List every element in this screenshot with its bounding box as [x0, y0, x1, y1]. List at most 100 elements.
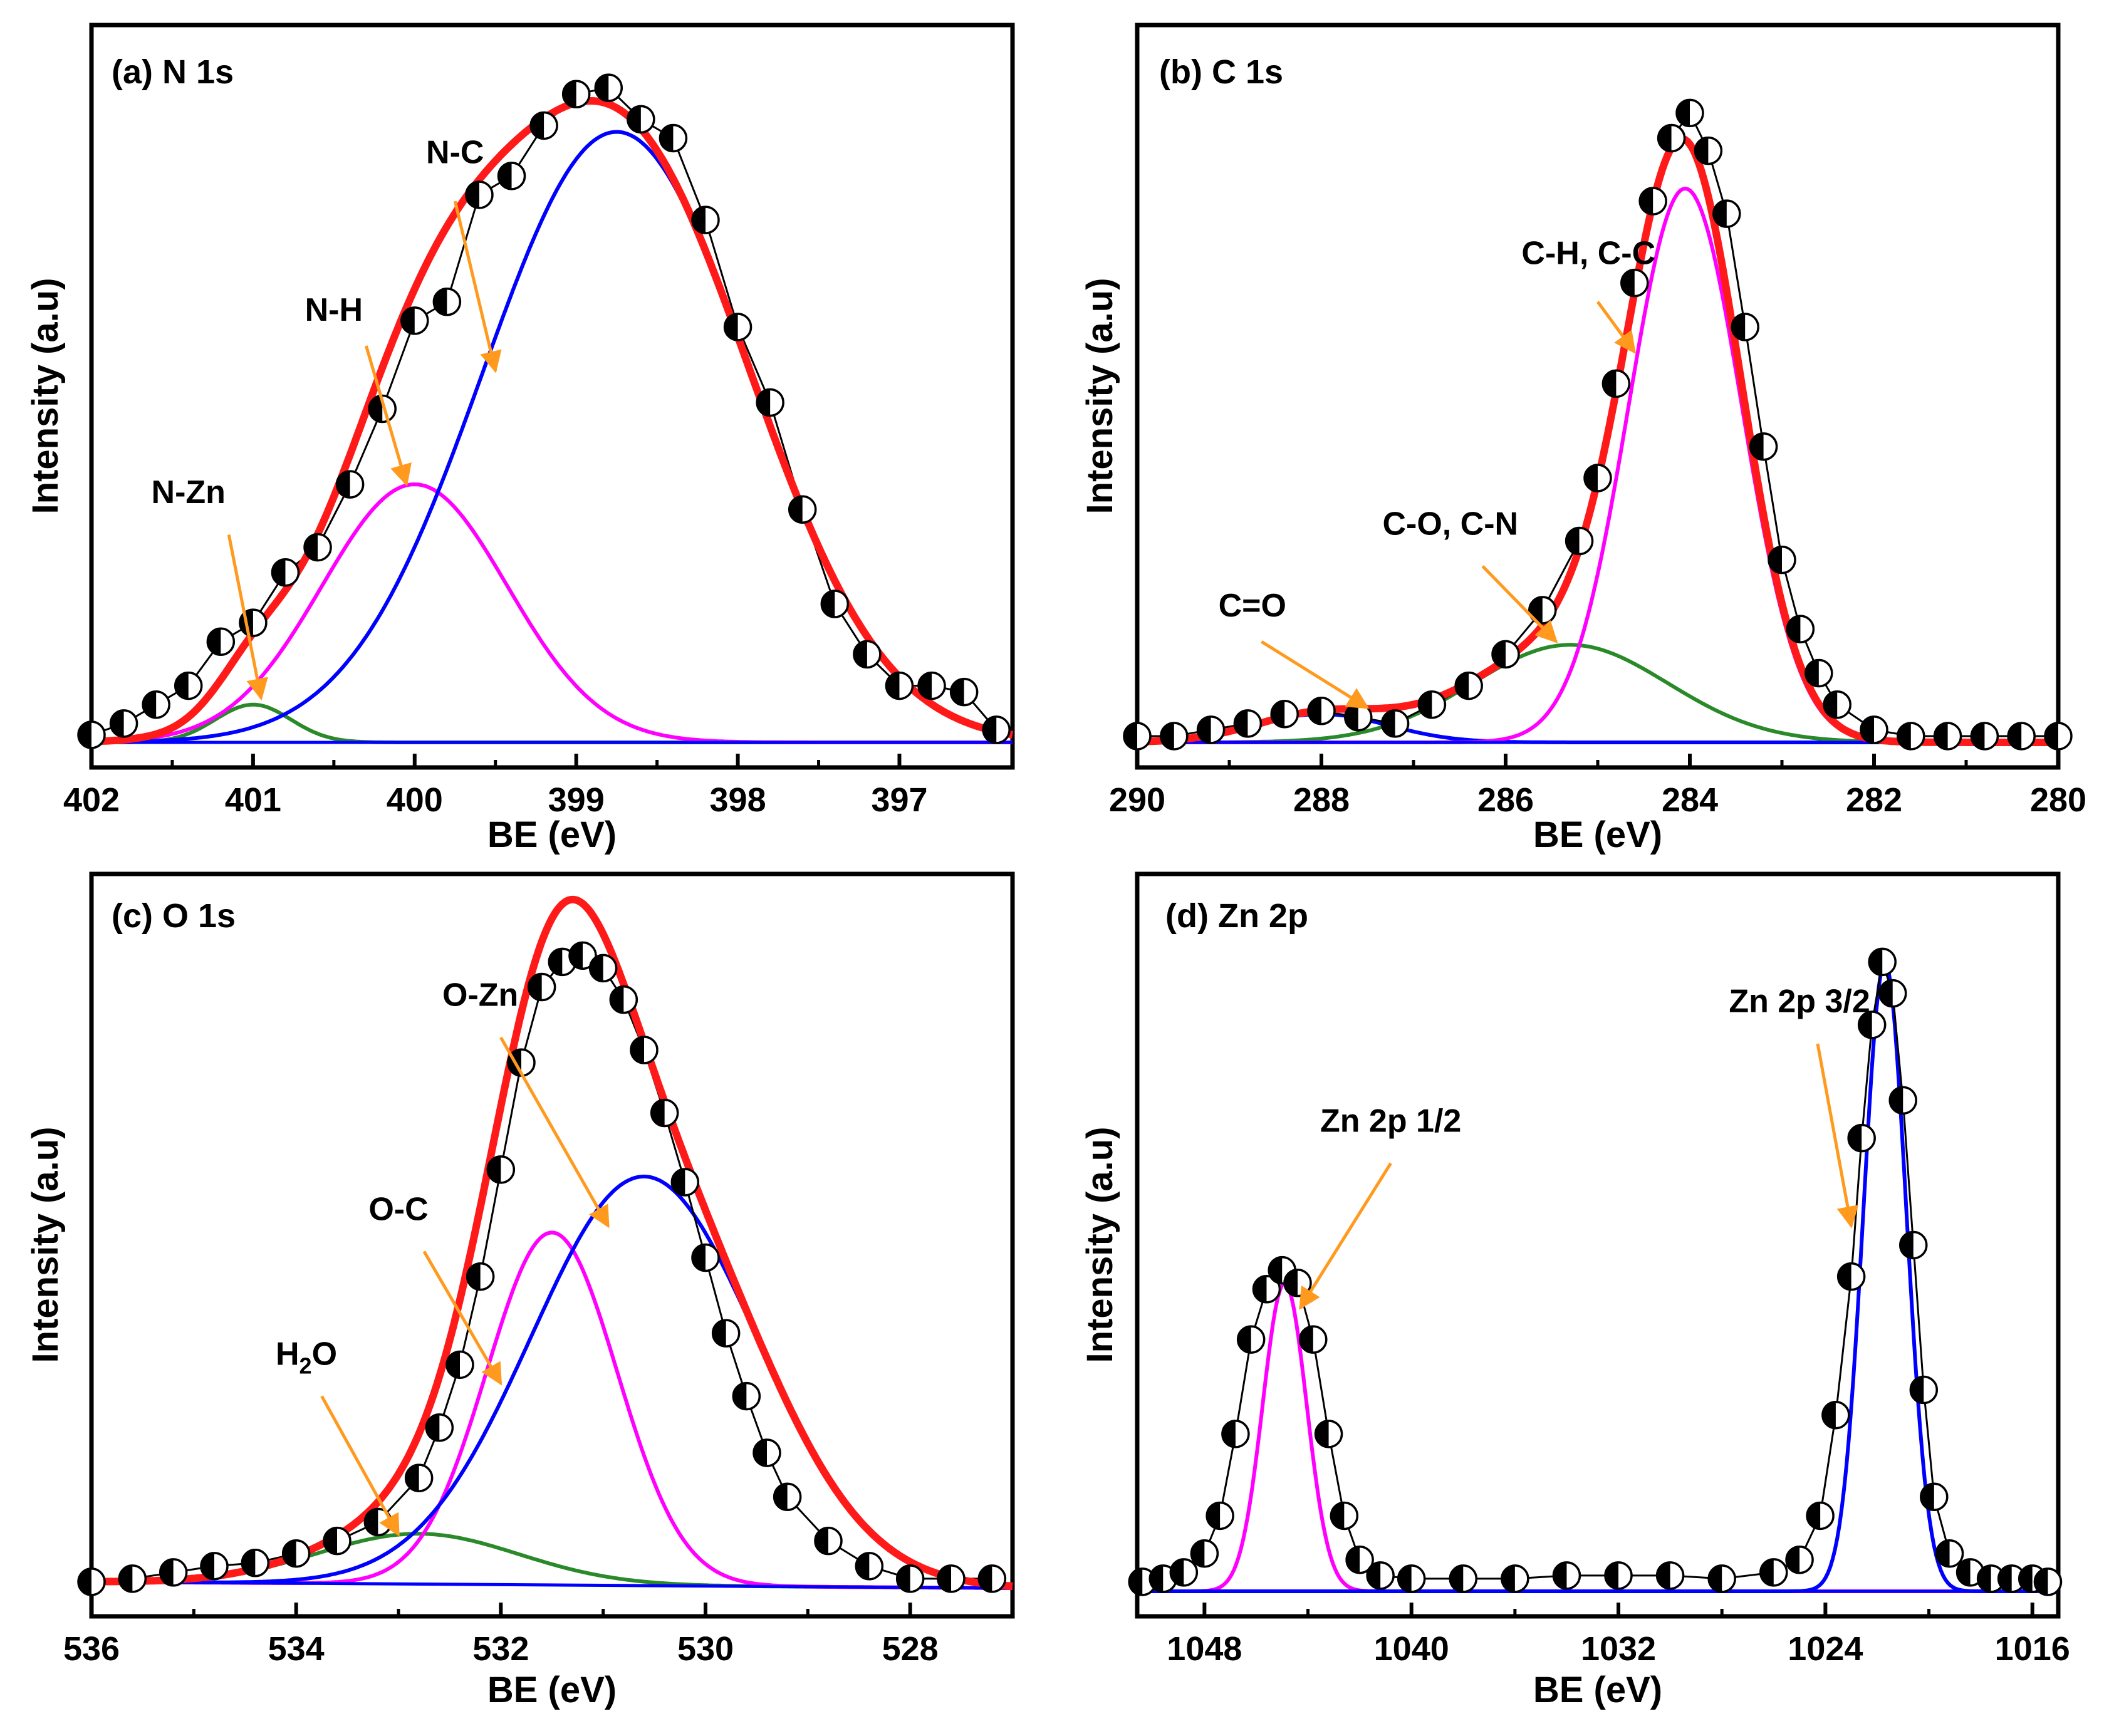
- data-point: [1897, 722, 1925, 751]
- data-point: [1933, 722, 1962, 751]
- component-curve: [91, 482, 1013, 744]
- data-point: [1920, 1482, 1949, 1512]
- data-point: [404, 1463, 434, 1492]
- panel-c: 536 534 532 530 528 H2O O-C O-Zn (c) O 1s Intensi…: [25, 871, 1015, 1710]
- data-point: [650, 1098, 679, 1128]
- data-point: [1888, 1086, 1917, 1115]
- annotation-label: N-H: [305, 292, 363, 328]
- data-point: [1707, 1564, 1736, 1593]
- data-point: [1417, 690, 1447, 719]
- data-point: [561, 80, 591, 108]
- data-point: [1196, 715, 1226, 744]
- data-point: [1638, 187, 1667, 216]
- data-point: [691, 1243, 720, 1272]
- x-tick-label: 401: [225, 781, 281, 819]
- y-axis-title: Intensity (a.u): [1080, 1126, 1120, 1363]
- data-point: [820, 590, 850, 618]
- annotation-arrow: [320, 1395, 400, 1537]
- data-point: [1899, 1230, 1928, 1260]
- data-point: [142, 690, 170, 719]
- data-point: [159, 1558, 188, 1587]
- x-tick-label: 284: [1662, 781, 1718, 819]
- data-point: [1190, 1539, 1219, 1568]
- data-point: [1449, 1564, 1478, 1593]
- data-point: [723, 313, 752, 341]
- data-point: [1806, 1501, 1835, 1531]
- data-point: [1909, 1375, 1939, 1405]
- x-tick-label: 398: [710, 781, 766, 819]
- data-point: [425, 1413, 454, 1442]
- component-curve: [91, 1174, 1013, 1588]
- data-point: [1565, 526, 1594, 556]
- raw-data-line: [91, 954, 992, 1583]
- data-point: [466, 1262, 495, 1291]
- data-point: [752, 1438, 781, 1467]
- data-point: [977, 1564, 1007, 1593]
- data-point: [529, 111, 558, 140]
- data-point: [1604, 1561, 1633, 1590]
- envelope-curve: [90, 895, 1014, 1590]
- x-tick-label: 1032: [1581, 1630, 1656, 1668]
- x-tick-label: 532: [472, 1630, 529, 1668]
- data-point: [949, 677, 979, 707]
- x-tick-label: 528: [882, 1630, 939, 1668]
- x-tick-label: 1040: [1374, 1630, 1449, 1668]
- data-point: [323, 1526, 352, 1556]
- annotation-label: C-O, C-N: [1382, 506, 1518, 542]
- plot-frame: [1135, 23, 2061, 770]
- data-point: [1330, 1501, 1359, 1531]
- x-axis-title: BE (eV): [1533, 1670, 1662, 1710]
- data-point: [1397, 1564, 1426, 1593]
- panel-b: 290 288 286 284 282 280 C=O C-O, C-N C-H, C-C (b)…: [1080, 23, 2086, 855]
- data-point: [885, 671, 914, 700]
- data-point: [1345, 1546, 1374, 1574]
- annotation-label: H2O: [276, 1336, 337, 1378]
- x-axis-title: BE (eV): [487, 1670, 617, 1710]
- data-point: [853, 640, 882, 669]
- x-tick-label: 282: [1846, 781, 1902, 819]
- x-tick-label: 397: [871, 781, 927, 819]
- data-point: [1583, 464, 1612, 492]
- data-point: [711, 1319, 741, 1348]
- data-point: [1655, 1561, 1685, 1590]
- panel-title: (b) C 1s: [1159, 53, 1283, 91]
- y-axis-title: Intensity (a.u): [25, 278, 66, 514]
- data-point: [895, 1564, 925, 1593]
- annotation-arrow: [1299, 1162, 1392, 1310]
- data-point: [118, 1564, 147, 1593]
- data-point: [1759, 1558, 1788, 1587]
- x-tick-label: 288: [1293, 781, 1350, 819]
- data-point: [1366, 1561, 1395, 1590]
- data-point: [1233, 709, 1263, 738]
- data-point: [1270, 700, 1299, 729]
- raw-data-line: [1137, 111, 2058, 737]
- x-tick-label: 1024: [1788, 1630, 1863, 1668]
- annotation-arrow: [1481, 564, 1558, 643]
- x-tick-label: 1048: [1167, 1630, 1242, 1668]
- x-axis-title: BE (eV): [1533, 814, 1662, 855]
- data-point: [174, 671, 203, 700]
- x-tick-label: 286: [1477, 781, 1534, 819]
- annotation-arrow: [1596, 301, 1636, 354]
- data-point: [1344, 703, 1373, 732]
- data-point: [937, 1564, 966, 1593]
- annotation-label: N-Zn: [152, 474, 226, 511]
- data-point: [1749, 432, 1778, 461]
- data-point: [1206, 1501, 1234, 1531]
- data-point: [2044, 722, 2073, 751]
- x-tick-label: 290: [1109, 781, 1165, 819]
- data-point: [1454, 671, 1483, 700]
- data-point: [281, 1539, 311, 1568]
- data-point: [1786, 615, 1815, 643]
- data-point: [1307, 697, 1336, 725]
- data-point: [1878, 979, 1907, 1008]
- data-point: [1657, 123, 1686, 153]
- data-point: [432, 288, 462, 316]
- data-point: [1123, 722, 1152, 751]
- data-point: [1804, 658, 1833, 688]
- data-point: [594, 73, 623, 102]
- panel-title: (a) N 1s: [112, 53, 234, 91]
- data-point: [1768, 545, 1796, 574]
- data-point: [1731, 313, 1759, 341]
- data-point: [1860, 715, 1888, 744]
